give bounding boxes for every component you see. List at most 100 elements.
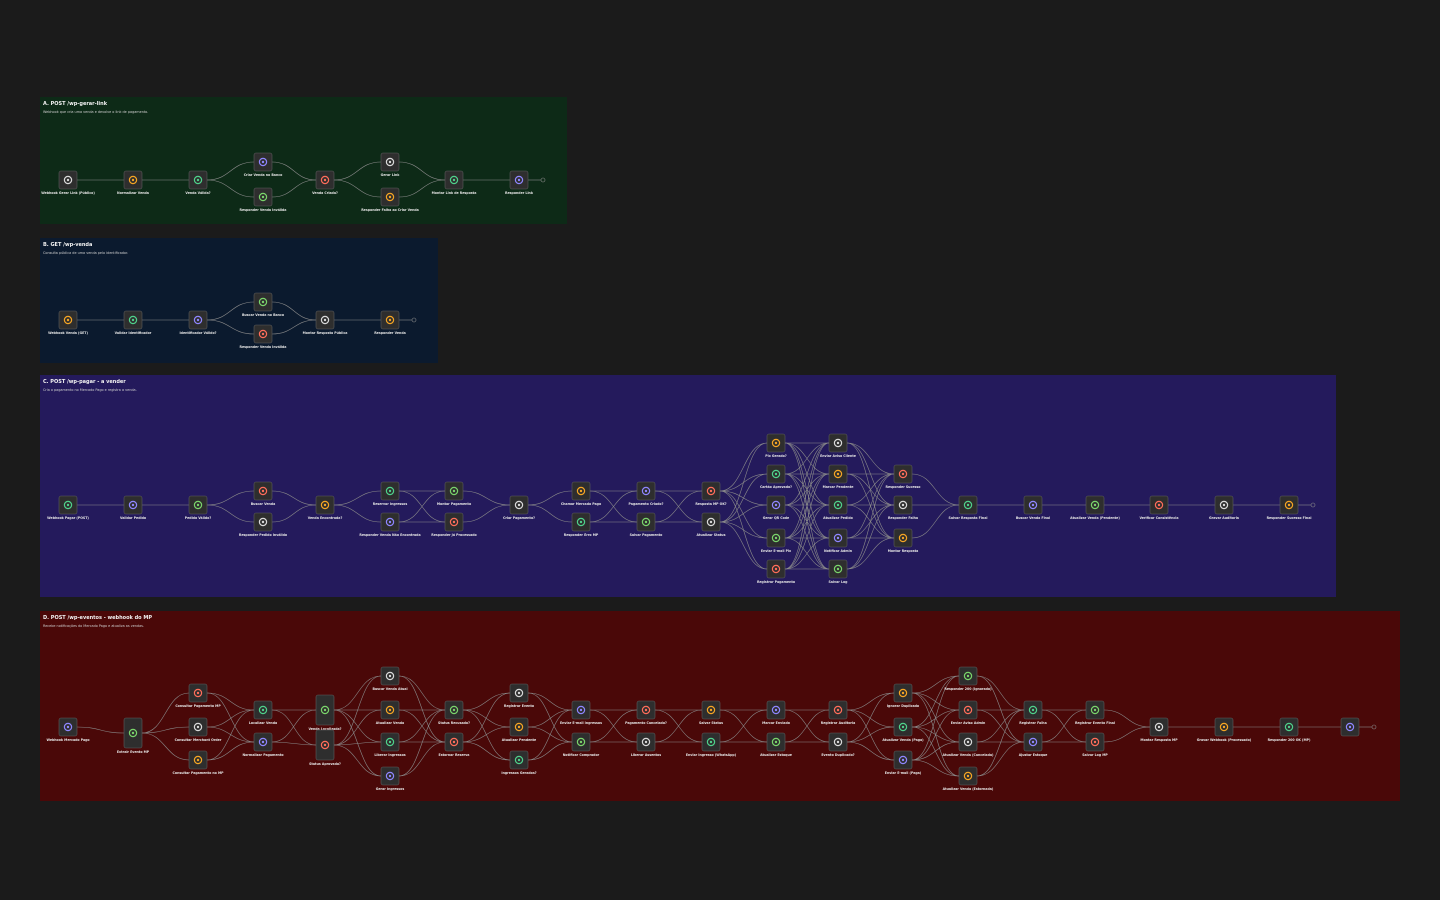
workflow-node[interactable]: Atualizar Venda (Cancelada) bbox=[943, 732, 994, 757]
workflow-node[interactable]: Status Recusado? bbox=[438, 700, 470, 725]
workflow-node[interactable]: Extrair Evento MP bbox=[117, 717, 150, 754]
workflow-node[interactable]: Salvar Resposta Final bbox=[949, 495, 988, 520]
workflow-node[interactable]: Registrar Evento bbox=[504, 683, 535, 708]
workflow-node[interactable]: Webhook Gerar Link (Público) bbox=[41, 170, 95, 195]
workflow-node[interactable]: Buscar Venda bbox=[251, 481, 275, 506]
workflow-node[interactable]: Responder Venda Inválida bbox=[240, 324, 287, 349]
workflow-node[interactable]: Montar Resposta Pública bbox=[303, 310, 348, 335]
workflow-node[interactable]: Ajustar Estoque bbox=[1019, 732, 1048, 757]
workflow-node[interactable]: Enviar E-mail Pix bbox=[761, 528, 791, 553]
workflow-node[interactable]: Pagamento Criado? bbox=[629, 481, 664, 506]
workflow-node[interactable]: Responder Venda bbox=[374, 310, 406, 335]
workflow-node[interactable]: Normalizar Pagamento bbox=[242, 732, 284, 757]
workflow-node[interactable]: Responder Sucesso bbox=[886, 464, 922, 489]
node-icon bbox=[193, 175, 203, 185]
workflow-node[interactable]: Ignorar Duplicado bbox=[887, 683, 920, 708]
workflow-node[interactable]: Registrar Falha bbox=[1019, 700, 1047, 725]
workflow-node[interactable]: Salvar Status bbox=[699, 700, 723, 725]
workflow-node[interactable]: Webhook Pagar (POST) bbox=[47, 495, 89, 520]
workflow-node[interactable]: Webhook Venda (GET) bbox=[48, 310, 88, 335]
workflow-node[interactable]: Identificador Válido? bbox=[179, 310, 217, 335]
workflow-node[interactable]: Enviar Aviso Cliente bbox=[820, 433, 856, 458]
workflow-node[interactable]: Marcar Pendente bbox=[823, 464, 854, 489]
workflow-node[interactable]: Marcar Enviado bbox=[762, 700, 791, 725]
workflow-node[interactable]: Atualizar Venda (Paga) bbox=[882, 717, 924, 742]
workflow-node[interactable]: Liberar Assentos bbox=[631, 732, 661, 757]
node-icon bbox=[771, 737, 781, 747]
workflow-node[interactable]: Montar Resposta MP bbox=[1140, 717, 1178, 742]
workflow-node[interactable]: Salvar Log bbox=[829, 559, 849, 584]
workflow-node[interactable]: Normalizar Venda bbox=[117, 170, 149, 195]
workflow-node[interactable]: Venda Criada? bbox=[312, 170, 338, 195]
workflow-node[interactable]: Localizar Venda bbox=[249, 700, 277, 725]
workflow-node[interactable]: Ingressos Gerados? bbox=[501, 750, 537, 775]
workflow-node[interactable]: Responder Pedido Inválido bbox=[239, 512, 288, 537]
workflow-node[interactable]: Montar Resposta bbox=[888, 528, 919, 553]
workflow-node[interactable]: Notificar Comprador bbox=[563, 732, 600, 757]
workflow-node[interactable]: Enviar Aviso Admin bbox=[951, 700, 986, 725]
workflow-node[interactable]: Status Aprovado? bbox=[309, 729, 341, 766]
workflow-node[interactable]: Consultar Merchant Order bbox=[175, 717, 222, 742]
workflow-node[interactable] bbox=[1340, 717, 1360, 737]
workflow-node[interactable]: Webhook Mercado Pago bbox=[46, 717, 90, 742]
workflow-node[interactable]: Verificar Consistência bbox=[1140, 495, 1179, 520]
workflow-node[interactable]: Responder Falha ao Criar Venda bbox=[361, 187, 419, 212]
workflow-node[interactable]: Validar Pedido bbox=[120, 495, 147, 520]
workflow-node[interactable]: Responder Erro MP bbox=[564, 512, 599, 537]
workflow-node[interactable]: Responder Sucesso Final bbox=[1267, 495, 1312, 520]
workflow-node[interactable]: Responder Já Processado bbox=[431, 512, 477, 537]
workflow-node[interactable]: Chamar Mercado Pago bbox=[561, 481, 602, 506]
workflow-node[interactable]: Enviar E-mail Ingressos bbox=[560, 700, 602, 725]
workflow-node[interactable]: Salvar Pagamento bbox=[630, 512, 664, 537]
workflow-node[interactable]: Registrar Pagamento bbox=[757, 559, 796, 584]
workflow-node[interactable]: Responder 200 (Ignorado) bbox=[944, 666, 992, 691]
workflow-node[interactable]: Consultar Pagamento MP bbox=[175, 683, 221, 708]
workflow-node[interactable]: Gravar Webhook (Processado) bbox=[1197, 717, 1252, 742]
workflow-node[interactable]: Responder Link bbox=[505, 170, 534, 195]
workflow-node[interactable]: Montar Pagamento bbox=[437, 481, 472, 506]
workflow-node[interactable]: Pix Gerado? bbox=[765, 433, 787, 458]
workflow-node[interactable]: Cartão Aprovado? bbox=[760, 464, 792, 489]
workflow-node[interactable]: Venda Localizada? bbox=[309, 694, 342, 731]
workflow-node[interactable]: Responder Venda Não Encontrada bbox=[359, 512, 421, 537]
workflow-node[interactable]: Responder Venda Inválida bbox=[240, 187, 287, 212]
workflow-node[interactable]: Criar Venda no Banco bbox=[244, 152, 283, 177]
workflow-node[interactable]: Evento Duplicado? bbox=[821, 732, 855, 757]
workflow-node[interactable]: Responder 200 OK (MP) bbox=[1268, 717, 1311, 742]
workflow-node[interactable]: Salvar Log MP bbox=[1082, 732, 1108, 757]
workflow-node[interactable]: Consultar Pagamento no MP bbox=[173, 750, 225, 775]
workflow-node[interactable]: Reservar Ingressos bbox=[373, 481, 408, 506]
workflow-node[interactable]: Atualizar Status bbox=[697, 512, 726, 537]
workflow-node[interactable]: Enviar E-mail (Paga) bbox=[885, 750, 922, 775]
workflow-node[interactable]: Atualizar Pendente bbox=[502, 717, 536, 742]
workflow-node[interactable]: Atualizar Venda bbox=[376, 700, 404, 725]
workflow-node[interactable]: Responder Falha bbox=[888, 495, 918, 520]
workflow-node[interactable]: Gerar Link bbox=[381, 152, 401, 177]
workflow-node[interactable]: Venda Encontrada? bbox=[308, 495, 343, 520]
workflow-node[interactable]: Liberar Ingressos bbox=[374, 732, 406, 757]
workflow-node[interactable]: Estornar Reserva bbox=[439, 732, 470, 757]
workflow-node[interactable]: Venda Válida? bbox=[185, 170, 211, 195]
workflow-node[interactable]: Buscar Venda no Banco bbox=[242, 292, 285, 317]
workflow-node[interactable]: Resposta MP OK? bbox=[695, 481, 727, 506]
workflow-node[interactable]: Atualizar Estoque bbox=[760, 732, 792, 757]
workflow-node[interactable]: Atualizar Venda (Estornada) bbox=[943, 766, 994, 791]
workflow-node[interactable]: Validar Identificador bbox=[115, 310, 152, 335]
workflow-node[interactable]: Gravar Auditoria bbox=[1209, 495, 1239, 520]
workflow-node[interactable]: Registrar Auditoria bbox=[821, 700, 855, 725]
workflow-node[interactable]: Atualizar Venda (Pendente) bbox=[1070, 495, 1120, 520]
node-icon-dot bbox=[901, 503, 905, 507]
workflow-node[interactable]: Montar Link de Resposta bbox=[432, 170, 477, 195]
workflow-node[interactable]: Notificar Admin bbox=[824, 528, 853, 553]
workflow-node[interactable]: Pedido Válido? bbox=[185, 495, 212, 520]
workflow-node[interactable]: Buscar Venda Final bbox=[1016, 495, 1050, 520]
node-icon bbox=[641, 517, 651, 527]
workflow-node[interactable]: Pagamento Cancelado? bbox=[625, 700, 667, 725]
workflow-node[interactable]: Atualizar Pedido bbox=[823, 495, 854, 520]
workflow-node[interactable]: Criar Pagamento? bbox=[503, 495, 535, 520]
workflow-node[interactable]: Enviar Ingresso (WhatsApp) bbox=[686, 732, 737, 757]
workflow-node[interactable]: Buscar Venda Atual bbox=[372, 666, 408, 691]
workflow-node[interactable]: Gerar Ingressos bbox=[376, 766, 405, 791]
workflow-node[interactable]: Gerar QR Code bbox=[763, 495, 789, 520]
workflow-node[interactable]: Registrar Evento Final bbox=[1075, 700, 1115, 725]
